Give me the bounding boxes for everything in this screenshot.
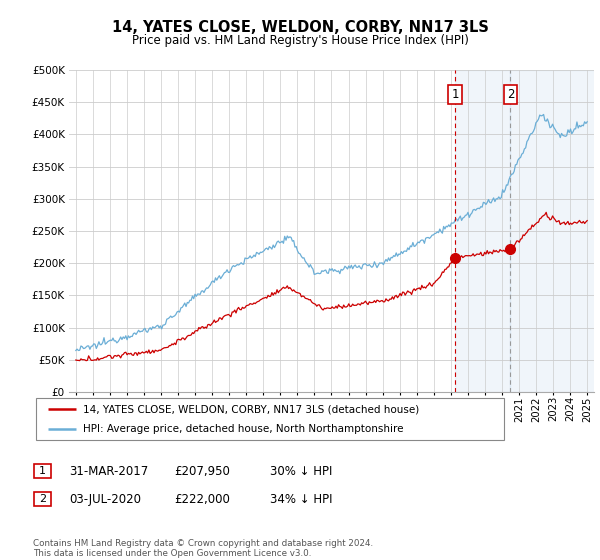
Text: Contains HM Land Registry data © Crown copyright and database right 2024.
This d: Contains HM Land Registry data © Crown c… bbox=[33, 539, 373, 558]
Text: £207,950: £207,950 bbox=[174, 465, 230, 478]
Text: 1: 1 bbox=[451, 88, 459, 101]
FancyBboxPatch shape bbox=[34, 492, 51, 506]
Bar bbox=[511, 70, 596, 392]
Text: 1: 1 bbox=[39, 466, 46, 476]
FancyBboxPatch shape bbox=[34, 464, 51, 478]
Text: 2: 2 bbox=[507, 88, 514, 101]
Text: 2: 2 bbox=[39, 494, 46, 504]
Text: HPI: Average price, detached house, North Northamptonshire: HPI: Average price, detached house, Nort… bbox=[83, 424, 403, 434]
Text: 34% ↓ HPI: 34% ↓ HPI bbox=[270, 493, 332, 506]
Text: 31-MAR-2017: 31-MAR-2017 bbox=[69, 465, 148, 478]
Text: £222,000: £222,000 bbox=[174, 493, 230, 506]
Text: 14, YATES CLOSE, WELDON, CORBY, NN17 3LS: 14, YATES CLOSE, WELDON, CORBY, NN17 3LS bbox=[112, 20, 488, 35]
Text: Price paid vs. HM Land Registry's House Price Index (HPI): Price paid vs. HM Land Registry's House … bbox=[131, 34, 469, 46]
Text: 30% ↓ HPI: 30% ↓ HPI bbox=[270, 465, 332, 478]
Text: 14, YATES CLOSE, WELDON, CORBY, NN17 3LS (detached house): 14, YATES CLOSE, WELDON, CORBY, NN17 3LS… bbox=[83, 404, 419, 414]
Text: 03-JUL-2020: 03-JUL-2020 bbox=[69, 493, 141, 506]
Bar bbox=[455, 70, 511, 392]
FancyBboxPatch shape bbox=[36, 398, 504, 440]
